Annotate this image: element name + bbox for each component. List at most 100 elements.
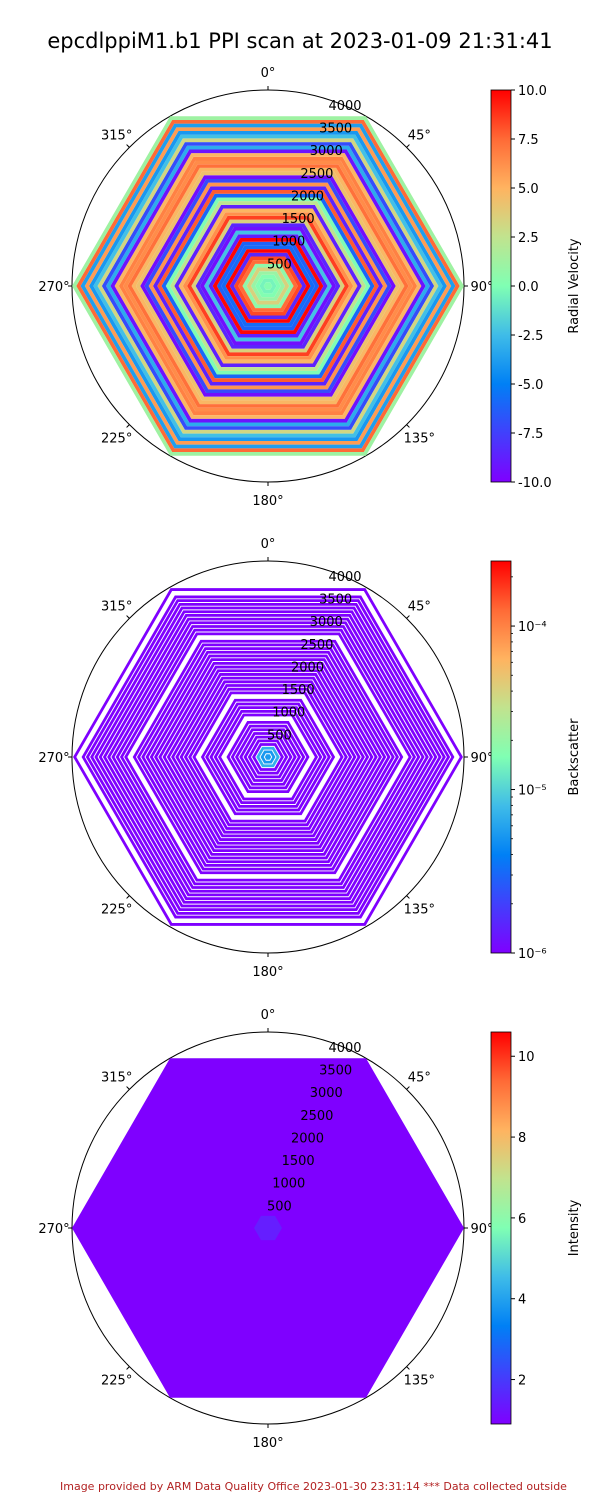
angle-tick-label: 225° (101, 1373, 132, 1388)
backscatter-band (264, 754, 272, 760)
radial-tick-label: 4000 (328, 99, 361, 114)
angle-tick-label: 0° (261, 1008, 276, 1023)
colorbar-tick-label: 0.0 (518, 280, 539, 295)
colorbar-tick-label: 10.0 (518, 84, 547, 99)
backscatter-band (260, 750, 276, 764)
panel-backscatter: 0° 45° 90° 135° 180° 225° 270° 315° 500 1000 1500 2… (38, 537, 582, 980)
radial-tick-label: 1000 (272, 235, 305, 250)
angle-tick-label: 180° (252, 965, 283, 980)
angle-tick-label: 45° (408, 1071, 431, 1086)
colorbar-tick-label: 2 (518, 1374, 526, 1389)
angle-tick-label: 225° (101, 902, 132, 917)
velocity-band (250, 271, 286, 301)
backscatter-band (256, 746, 280, 768)
radial-tick-label: 4000 (328, 570, 361, 585)
angle-tick-label: 135° (404, 1373, 435, 1388)
colorbar-label: Backscatter (567, 718, 582, 796)
angle-tick-label: 45° (408, 129, 431, 144)
angle-tick (126, 424, 130, 428)
colorbar-tick-label: 10 (518, 1050, 535, 1065)
angle-tick (406, 615, 410, 619)
angle-tick-label: 315° (101, 129, 132, 144)
colorbar-tick-label: -10.0 (518, 476, 552, 491)
velocity-band (259, 278, 277, 294)
radial-tick-label: 3000 (310, 1086, 343, 1101)
data-layer (72, 116, 464, 456)
angle-tick-label: 270° (38, 1222, 69, 1237)
colorbar-tick-label: 6 (518, 1212, 526, 1227)
angle-tick-label: 0° (261, 66, 276, 81)
angle-tick-label: 135° (404, 431, 435, 446)
colorbar-tick-label: 8 (518, 1131, 526, 1146)
radial-tick-label: 2500 (300, 638, 333, 653)
angle-tick-label: 90° (470, 1222, 493, 1237)
radial-tick-label: 2000 (291, 189, 324, 204)
radial-tick-label: 3000 (310, 615, 343, 630)
angle-tick-label: 270° (38, 751, 69, 766)
angle-tick (126, 615, 130, 619)
velocity-band (255, 274, 281, 298)
data-layer (72, 1058, 464, 1398)
radial-tick-label: 2500 (300, 167, 333, 182)
footer-credit: Image provided by ARM Data Quality Offic… (60, 1480, 567, 1493)
radial-tick-label: 1500 (282, 1154, 315, 1169)
figure-title: epcdlppiM1.b1 PPI scan at 2023-01-09 21:… (47, 29, 552, 53)
colorbar (490, 560, 512, 954)
radial-tick-label: 1500 (282, 683, 315, 698)
radial-tick-label: 3500 (319, 122, 352, 137)
angle-tick (126, 1366, 130, 1370)
colorbar-tick-label: 10⁻⁶ (518, 947, 547, 962)
radial-tick-label: 3500 (319, 593, 352, 608)
radial-tick-label: 2000 (291, 660, 324, 675)
angle-tick-label: 135° (404, 902, 435, 917)
colorbar-tick-label: 10⁻⁴ (518, 620, 547, 635)
radial-tick-label: 4000 (328, 1041, 361, 1056)
colorbar-tick-label: 5.0 (518, 182, 539, 197)
colorbar-tick-label: -5.0 (518, 378, 543, 393)
angle-tick-label: 90° (470, 751, 493, 766)
colorbar-tick-label: 10⁻⁵ (518, 784, 547, 799)
angle-tick (126, 144, 130, 148)
angle-tick-label: 180° (252, 1436, 283, 1451)
colorbar-tick-label: 2.5 (518, 231, 539, 246)
angle-tick (406, 424, 410, 428)
colorbar-label: Radial Velocity (567, 238, 582, 334)
angle-tick-label: 45° (408, 600, 431, 615)
colorbar-tick-label: -7.5 (518, 427, 543, 442)
angle-tick-label: 90° (470, 280, 493, 295)
radial-tick-label: 1000 (272, 1177, 305, 1192)
radial-tick-label: 1500 (282, 212, 315, 227)
angle-tick (406, 895, 410, 899)
colorbar-label: Intensity (567, 1199, 582, 1256)
angle-tick (406, 144, 410, 148)
panel-radial-velocity: 0° 45° 90° 135° 180° 225° 270° 315° 500 1000 1500 2… (38, 66, 582, 509)
angle-tick-label: 225° (101, 431, 132, 446)
angle-tick (406, 1366, 410, 1370)
colorbar-tick-label: -2.5 (518, 329, 543, 344)
data-layer (73, 588, 463, 926)
radial-tick-label: 1000 (272, 706, 305, 721)
radial-tick-label: 3000 (310, 144, 343, 159)
angle-tick (126, 895, 130, 899)
radial-tick-label: 500 (267, 257, 292, 272)
radial-tick-label: 500 (267, 728, 292, 743)
radial-tick-label: 3500 (319, 1064, 352, 1079)
intensity-core (254, 1215, 282, 1241)
radial-tick-label: 2500 (300, 1109, 333, 1124)
colorbar (490, 1031, 512, 1425)
panel-intensity: 0° 45° 90° 135° 180° 225° 270° 315° 500 1000 1500 2… (38, 1008, 582, 1451)
radial-tick-label: 2000 (291, 1131, 324, 1146)
angle-tick (126, 1086, 130, 1090)
radial-tick-label: 500 (267, 1199, 292, 1214)
angle-tick (406, 1086, 410, 1090)
angle-tick-label: 315° (101, 1071, 132, 1086)
angle-tick-label: 0° (261, 537, 276, 552)
angle-tick-label: 270° (38, 280, 69, 295)
velocity-band (263, 282, 273, 290)
angle-tick-label: 315° (101, 600, 132, 615)
colorbar (490, 89, 512, 483)
colorbar-tick-label: 7.5 (518, 133, 539, 148)
colorbar-tick-label: 4 (518, 1293, 526, 1308)
angle-tick-label: 180° (252, 494, 283, 509)
